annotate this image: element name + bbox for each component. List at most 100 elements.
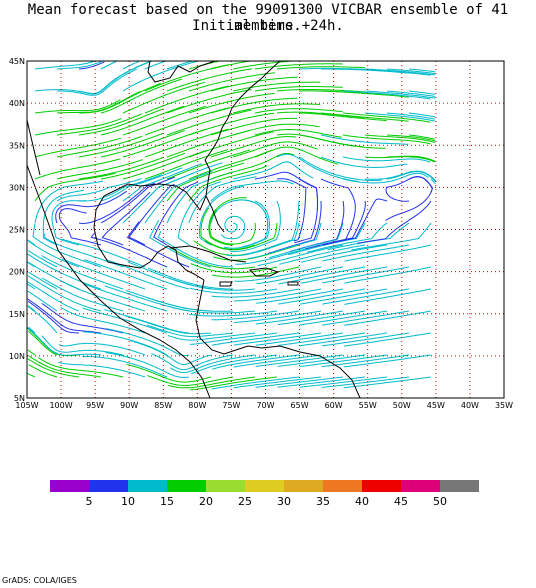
streamline	[27, 327, 102, 356]
streamline	[188, 131, 274, 158]
streamline	[277, 332, 366, 346]
lon-label: 65W	[291, 401, 309, 410]
streamline	[277, 354, 366, 367]
legend-swatch	[128, 480, 167, 492]
streamline	[226, 222, 300, 257]
legend-swatch	[167, 480, 206, 492]
streamline	[210, 76, 298, 92]
streamline	[166, 149, 251, 180]
streamline	[191, 354, 278, 375]
streamline	[224, 200, 271, 249]
streamline	[56, 178, 142, 202]
streamline	[254, 86, 343, 92]
streamline	[276, 111, 365, 119]
streamline	[322, 310, 410, 326]
streamline	[188, 112, 275, 136]
streamline	[320, 112, 409, 122]
streamlines	[27, 61, 436, 391]
coast-florida	[205, 195, 225, 233]
streamline	[342, 156, 431, 163]
streamline	[278, 310, 366, 326]
streamline	[27, 354, 102, 378]
streamline	[130, 340, 212, 366]
streamline	[257, 244, 344, 267]
streamline	[41, 255, 124, 290]
streamline	[232, 61, 292, 70]
legend-label: 45	[394, 495, 408, 508]
lat-label: 40N	[9, 99, 25, 108]
streamline	[27, 305, 36, 312]
streamline	[212, 354, 300, 370]
streamline	[299, 332, 388, 347]
streamline	[79, 82, 161, 114]
streamline	[104, 285, 190, 312]
streamline	[188, 165, 268, 202]
streamline	[342, 172, 429, 184]
streamline	[298, 134, 386, 149]
streamline	[321, 376, 410, 388]
streamline	[56, 135, 143, 158]
streamline	[100, 105, 185, 136]
streamline	[255, 332, 344, 346]
streamline	[27, 261, 36, 268]
streamline	[200, 207, 256, 250]
streamline	[28, 271, 58, 290]
streamline	[78, 156, 165, 180]
legend-label: 35	[316, 495, 330, 508]
streamline	[256, 266, 344, 285]
lon-label: 100W	[49, 401, 72, 410]
streamline	[27, 239, 36, 246]
streamline	[320, 90, 409, 98]
streamline	[61, 281, 146, 312]
legend-swatch	[206, 480, 245, 492]
streamline	[147, 267, 233, 290]
streamline	[144, 128, 229, 158]
grads-credit: GrADS: COLA/IGES	[2, 576, 77, 585]
streamline	[56, 61, 103, 70]
streamline	[211, 310, 300, 321]
lon-label: 95W	[86, 401, 104, 410]
streamline	[255, 354, 344, 367]
legend-label: 5	[86, 495, 93, 508]
island-hispaniola	[248, 267, 280, 277]
lon-label: 85W	[154, 401, 172, 410]
streamline	[78, 132, 164, 158]
streamline	[34, 180, 104, 224]
streamline	[210, 97, 298, 114]
streamline	[210, 153, 295, 180]
legend-label: 15	[160, 495, 174, 508]
coast-great-lakes	[147, 61, 216, 83]
lon-label: 45W	[427, 401, 445, 410]
streamline	[100, 152, 186, 180]
streamline	[144, 149, 229, 180]
streamline	[233, 288, 322, 302]
streamline	[305, 200, 366, 250]
coast-central-america	[195, 279, 263, 355]
streamline	[254, 63, 343, 70]
streamline	[41, 277, 124, 312]
streamline	[322, 198, 388, 246]
lon-label: 70W	[256, 401, 274, 410]
streamline	[386, 90, 436, 97]
streamline	[278, 266, 366, 285]
streamline	[27, 253, 102, 290]
streamline	[298, 156, 383, 181]
streamline	[166, 162, 245, 202]
graticule	[27, 61, 504, 398]
lon-label: 35W	[495, 401, 513, 410]
streamline	[351, 222, 432, 251]
island-baja	[27, 119, 41, 176]
streamline	[210, 61, 250, 70]
lat-label: 35N	[9, 141, 25, 150]
streamline	[34, 172, 116, 202]
lat-label: 10N	[9, 352, 25, 361]
coast-south-america	[261, 345, 361, 398]
streamline	[61, 238, 146, 268]
streamline	[189, 376, 278, 391]
streamline	[322, 244, 410, 262]
legend-swatch	[362, 480, 401, 492]
streamline	[28, 364, 58, 378]
streamline	[232, 103, 321, 114]
streamline	[147, 375, 234, 386]
